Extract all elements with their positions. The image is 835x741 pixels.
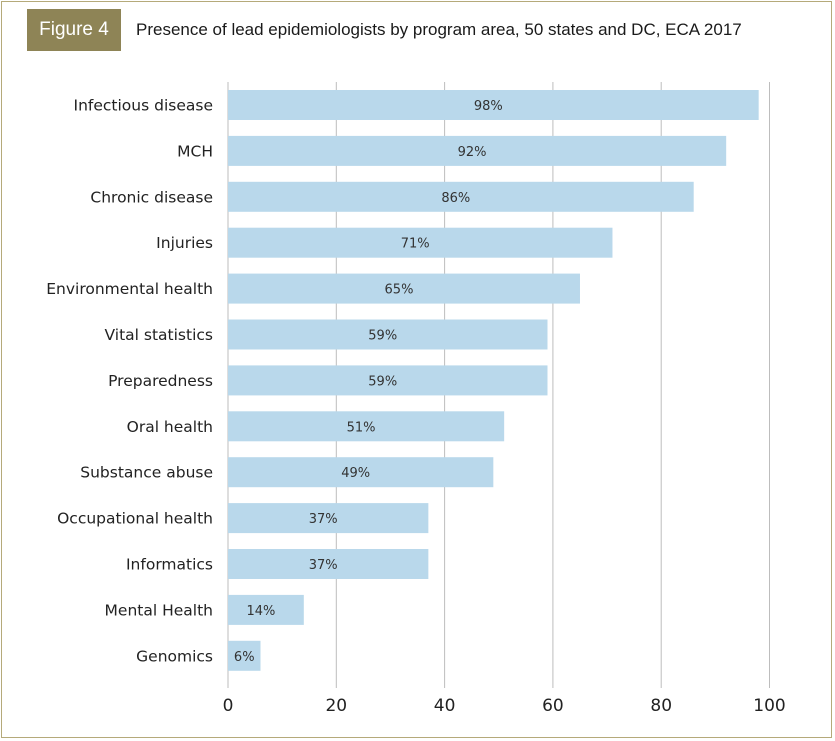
bar [228, 411, 505, 442]
value-label: 71% [401, 237, 430, 252]
figure-title: Presence of lead epidemiologists by prog… [136, 20, 742, 39]
category-label: Informatics [126, 556, 213, 574]
category-label: Chronic disease [90, 188, 213, 206]
value-label: 51% [347, 420, 376, 435]
category-label: Preparedness [108, 372, 213, 390]
category-label: Oral health [127, 418, 213, 436]
value-labels: 98% 92% 86% 71% 65% 59% 59% 51% 49% 37% 37% 14% 6% [234, 99, 503, 665]
x-tick-label: 80 [650, 696, 672, 716]
figure-tag: Figure 4 [27, 9, 121, 51]
category-labels: Infectious disease MCH Chronic disease Inju… [46, 97, 213, 666]
value-label: 37% [309, 512, 338, 527]
x-tick-label: 0 [223, 696, 234, 716]
value-label: 49% [341, 466, 370, 481]
bar [228, 457, 494, 488]
x-tick-label: 60 [542, 696, 564, 716]
value-label: 59% [368, 374, 397, 389]
value-label: 37% [309, 558, 338, 573]
bar [228, 273, 580, 304]
value-label: 14% [246, 604, 275, 619]
category-label: Occupational health [57, 510, 213, 528]
bar [228, 503, 429, 534]
bar [228, 90, 759, 120]
bar [228, 365, 548, 396]
bar [228, 227, 613, 258]
value-label: 86% [441, 191, 470, 206]
value-label: 6% [234, 650, 255, 665]
value-label: 59% [368, 329, 397, 344]
bar [228, 594, 304, 625]
bar [228, 640, 261, 671]
category-label: MCH [177, 142, 213, 160]
bars [228, 90, 759, 671]
category-label: Substance abuse [80, 464, 213, 482]
category-label: Environmental health [46, 280, 213, 298]
category-label: Genomics [136, 647, 213, 665]
bar [228, 181, 694, 212]
x-tick-label: 40 [434, 696, 456, 716]
bar [228, 319, 548, 350]
x-tick-label: 20 [325, 696, 347, 716]
x-tick-label: 100 [753, 696, 785, 716]
bar [228, 135, 727, 166]
value-label: 98% [474, 99, 503, 114]
x-axis-ticks: 0 20 40 60 80 100 [223, 696, 786, 716]
category-label: Infectious disease [74, 97, 213, 115]
category-label: Vital statistics [105, 326, 213, 344]
category-label: Injuries [156, 234, 213, 252]
value-label: 65% [385, 283, 414, 298]
value-label: 92% [458, 145, 487, 160]
bar [228, 549, 429, 579]
category-label: Mental Health [105, 601, 213, 619]
